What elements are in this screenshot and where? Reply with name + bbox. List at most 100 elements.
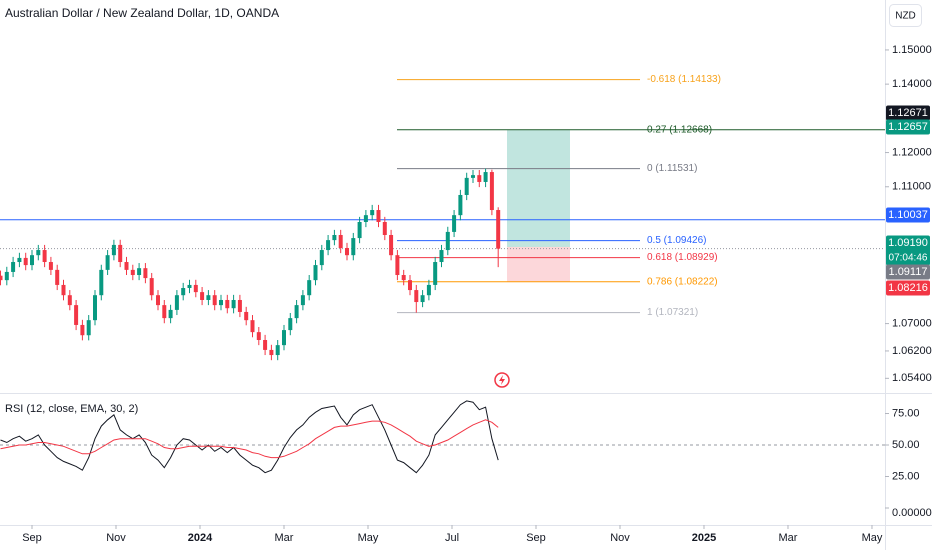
- candle-body: [193, 284, 198, 293]
- y-tick-label: 1.07000: [892, 317, 932, 329]
- x-tick-label: Mar: [275, 532, 294, 544]
- candle-body: [433, 262, 438, 285]
- x-tick-label: 2025: [692, 532, 716, 544]
- alert-bolt[interactable]: [499, 375, 505, 385]
- candle-body: [67, 295, 72, 306]
- candle-body: [275, 345, 280, 356]
- currency-label[interactable]: NZD: [895, 11, 916, 22]
- y-tick-label: 1.14000: [892, 78, 932, 90]
- candle-body: [269, 349, 274, 356]
- candle-body: [395, 255, 400, 276]
- candle-body: [105, 255, 110, 270]
- rsi-line: [0, 400, 499, 474]
- candle-body: [0, 275, 3, 281]
- candle-body: [313, 265, 318, 281]
- candle-body: [74, 305, 79, 325]
- candle-body: [137, 268, 142, 276]
- fib-label: 1 (1.07321): [647, 307, 698, 318]
- price-timer: 07:04:46: [889, 253, 928, 264]
- candle-body: [445, 231, 450, 251]
- fib-label: -0.618 (1.14133): [647, 74, 721, 85]
- price-label: 1.09117: [889, 266, 928, 278]
- candle-body: [11, 262, 16, 272]
- candle-body: [200, 292, 205, 300]
- fib-label: 0.618 (1.08929): [647, 252, 718, 263]
- candle-body: [4, 271, 9, 281]
- candle-body: [307, 280, 312, 296]
- candle-body: [357, 221, 362, 239]
- candles-layer: [0, 168, 501, 361]
- position-stop-zone: [507, 246, 570, 282]
- rsi-tick-label: 50.00: [892, 439, 920, 451]
- candle-body: [237, 299, 242, 312]
- candle-body: [338, 234, 343, 248]
- price-label-box: [886, 264, 930, 280]
- candle-body: [250, 320, 255, 333]
- symbol-title: Australian Dollar / New Zealand Dollar, …: [5, 6, 279, 20]
- price-label-box: [886, 119, 930, 135]
- candle-body: [111, 244, 116, 256]
- rsi-tick-label: 25.00: [892, 470, 920, 482]
- candle-body: [439, 250, 444, 263]
- candle-body: [174, 295, 179, 310]
- x-tick-label: Mar: [779, 532, 798, 544]
- candle-body: [231, 299, 236, 309]
- candle-body: [181, 288, 186, 296]
- candle-body: [23, 257, 28, 266]
- candle-body: [376, 210, 381, 222]
- candle-body: [370, 210, 375, 216]
- candle-body: [218, 299, 223, 306]
- y-tick-label: 1.11000: [892, 181, 931, 193]
- fib-label: 0.27 (1.12668): [647, 124, 712, 135]
- candle-body: [300, 295, 305, 306]
- candle-body: [124, 262, 129, 270]
- currency-button[interactable]: [889, 4, 922, 27]
- x-tick-label: Sep: [22, 532, 42, 544]
- candle-body: [225, 299, 230, 309]
- candle-body: [93, 295, 98, 321]
- candle-body: [414, 290, 419, 303]
- rsi-line: [0, 419, 499, 459]
- candle-body: [30, 255, 35, 266]
- candle-body: [118, 244, 123, 263]
- candle-body: [470, 175, 475, 178]
- candle-body: [55, 269, 60, 285]
- candle-body: [344, 247, 349, 256]
- fib-label: 0 (1.11531): [647, 163, 697, 174]
- candle-body: [42, 250, 47, 263]
- rsi-tick-label: 0.00000: [892, 507, 932, 519]
- candle-body: [61, 284, 66, 296]
- position-target-zone: [507, 130, 570, 247]
- y-tick-label: 1.06200: [892, 345, 932, 357]
- candle-body: [86, 320, 91, 336]
- candle-body: [80, 324, 85, 336]
- price-label-box: [886, 207, 930, 223]
- fib-label: 0.786 (1.08222): [647, 276, 718, 287]
- candle-body: [162, 305, 167, 319]
- candle-body: [407, 280, 412, 291]
- candle-body: [244, 311, 249, 321]
- candle-body: [332, 234, 337, 241]
- candle-body: [143, 268, 148, 279]
- rsi-layer: [0, 400, 885, 474]
- candle-body: [206, 295, 211, 300]
- alert-icon[interactable]: [494, 372, 510, 388]
- candle-body: [48, 262, 53, 270]
- candle-body: [464, 177, 469, 195]
- price-label-box: [886, 235, 930, 266]
- price-label-box: [886, 105, 930, 121]
- candle-body: [477, 175, 482, 182]
- price-label: 1.10037: [888, 209, 928, 221]
- candle-body: [483, 172, 488, 182]
- rsi-tick-label: 75.00: [892, 407, 920, 419]
- candle-body: [149, 278, 154, 296]
- fib-label: 0.5 (1.09426): [647, 235, 707, 246]
- candle-body: [452, 215, 457, 232]
- candle-body: [281, 330, 286, 346]
- candle-body: [187, 284, 192, 289]
- x-tick-label: 2024: [188, 532, 213, 544]
- price-label: 1.09190: [888, 237, 928, 249]
- x-tick-label: May: [358, 532, 379, 544]
- candle-body: [168, 309, 173, 319]
